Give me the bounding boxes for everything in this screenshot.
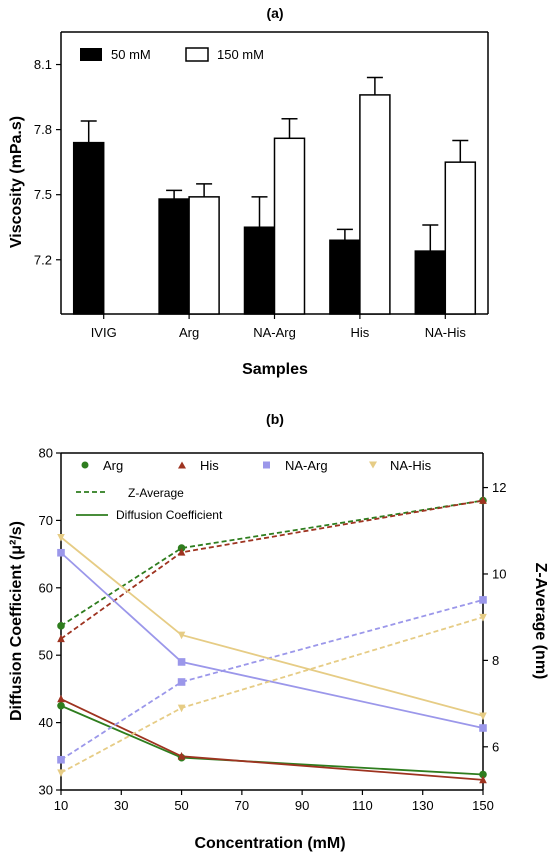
y-tick-label: 50 [39, 648, 53, 663]
panel-b-label: (b) [266, 411, 284, 427]
legend-marker-na-his [369, 461, 377, 469]
data-point [57, 634, 65, 643]
panel-b-y2-axis-title: Z-Average (nm) [532, 563, 549, 680]
data-point [57, 548, 65, 557]
data-point [479, 770, 487, 779]
panel-a-viscosity-chart: (a) 7.2 7.5 7.8 8.1 IVIG Arg NA-Arg His NA-His S… [8, 5, 489, 378]
data-point [57, 755, 65, 764]
legend-swatch-50mm [80, 48, 102, 61]
legend-label-na-his: NA-His [390, 458, 432, 473]
panel-a-legend: 50 mM 150 mM [80, 47, 264, 62]
legend-marker-his [178, 461, 186, 469]
legend-swatch-150mm [185, 47, 209, 62]
bar [359, 94, 391, 315]
panel-a-label: (a) [266, 5, 283, 21]
y-tick-label: 8.1 [34, 57, 52, 72]
legend-label-his: His [200, 458, 219, 473]
x-tick-label: 90 [295, 798, 309, 813]
data-point [57, 769, 65, 778]
panel-b-y-axis-title: Diffusion Coefficient (μ²/s) [8, 521, 25, 721]
y-tick-label: 70 [39, 513, 53, 528]
panel-a-x-axis-title: Samples [242, 361, 308, 378]
legend-label-50mm: 50 mM [111, 47, 151, 62]
data-point [177, 658, 186, 666]
data-point [479, 596, 487, 604]
data-point [479, 775, 487, 784]
x-tick-label: 30 [114, 798, 128, 813]
data-point [177, 752, 186, 760]
series-line-diffusion [60, 536, 484, 717]
series-line-diffusion [60, 552, 484, 729]
legend-label-arg: Arg [103, 458, 123, 473]
data-point [57, 701, 65, 710]
series-line-z-average [60, 599, 484, 761]
data-point [177, 548, 186, 556]
x-tick-label: 70 [235, 798, 249, 813]
y2-tick-label: 10 [492, 566, 506, 581]
y2-tick-label: 8 [492, 653, 499, 668]
data-point [177, 678, 186, 686]
panel-a-y-axis-title: Viscosity (mPa.s) [8, 116, 25, 248]
legend-label-150mm: 150 mM [217, 47, 264, 62]
y-tick-label: 40 [39, 715, 53, 730]
y2-tick-label: 6 [492, 739, 499, 754]
x-tick-label: His [351, 325, 370, 340]
x-tick-label: 10 [54, 798, 68, 813]
bar [414, 250, 447, 315]
data-point [177, 704, 186, 713]
series-line-diffusion [60, 698, 484, 781]
data-point [57, 622, 65, 630]
x-tick-label: 110 [352, 798, 373, 813]
data-point [479, 613, 487, 622]
y-tick-label: 7.2 [34, 252, 52, 267]
data-point [177, 544, 186, 552]
y-tick-label: 80 [39, 446, 53, 461]
panel-b-x-axis-title: Concentration (mM) [194, 835, 345, 852]
bar [329, 239, 361, 315]
legend-label-na-arg: NA-Arg [285, 458, 328, 473]
x-tick-label: Arg [179, 325, 199, 340]
series-line-z-average [60, 499, 484, 627]
panel-a-plot-area: 7.2 7.5 7.8 8.1 IVIG Arg NA-Arg His NA-His [34, 31, 489, 340]
data-point [177, 631, 186, 640]
series-line-z-average [60, 616, 484, 774]
data-point [57, 533, 65, 542]
x-tick-label: IVIG [91, 325, 117, 340]
y2-tick-label: 12 [492, 480, 506, 495]
data-point [57, 694, 65, 703]
legend-marker-na-arg [263, 461, 270, 469]
data-point [479, 724, 487, 732]
bar [72, 141, 105, 315]
bar [188, 196, 220, 315]
legend-label-diffusion: Diffusion Coefficient [116, 508, 223, 522]
data-point [479, 496, 487, 504]
legend-marker-arg [81, 461, 89, 469]
bar [444, 161, 477, 315]
legend-label-z-average: Z-Average [128, 486, 184, 500]
x-tick-label: 130 [412, 798, 434, 813]
bar [158, 198, 190, 315]
y-tick-label: 30 [39, 783, 53, 798]
bar [273, 137, 306, 315]
x-tick-label: NA-Arg [253, 325, 296, 340]
x-tick-label: 50 [174, 798, 188, 813]
x-tick-label: 150 [472, 798, 494, 813]
y-tick-label: 7.8 [34, 122, 52, 137]
x-tick-label: NA-His [425, 325, 467, 340]
panel-b-legend: Arg His NA-Arg NA-His Z-Average Diffusio… [76, 458, 432, 522]
y-tick-label: 7.5 [34, 187, 52, 202]
data-point [479, 712, 487, 721]
y-tick-label: 60 [39, 580, 53, 595]
bar [243, 226, 276, 315]
